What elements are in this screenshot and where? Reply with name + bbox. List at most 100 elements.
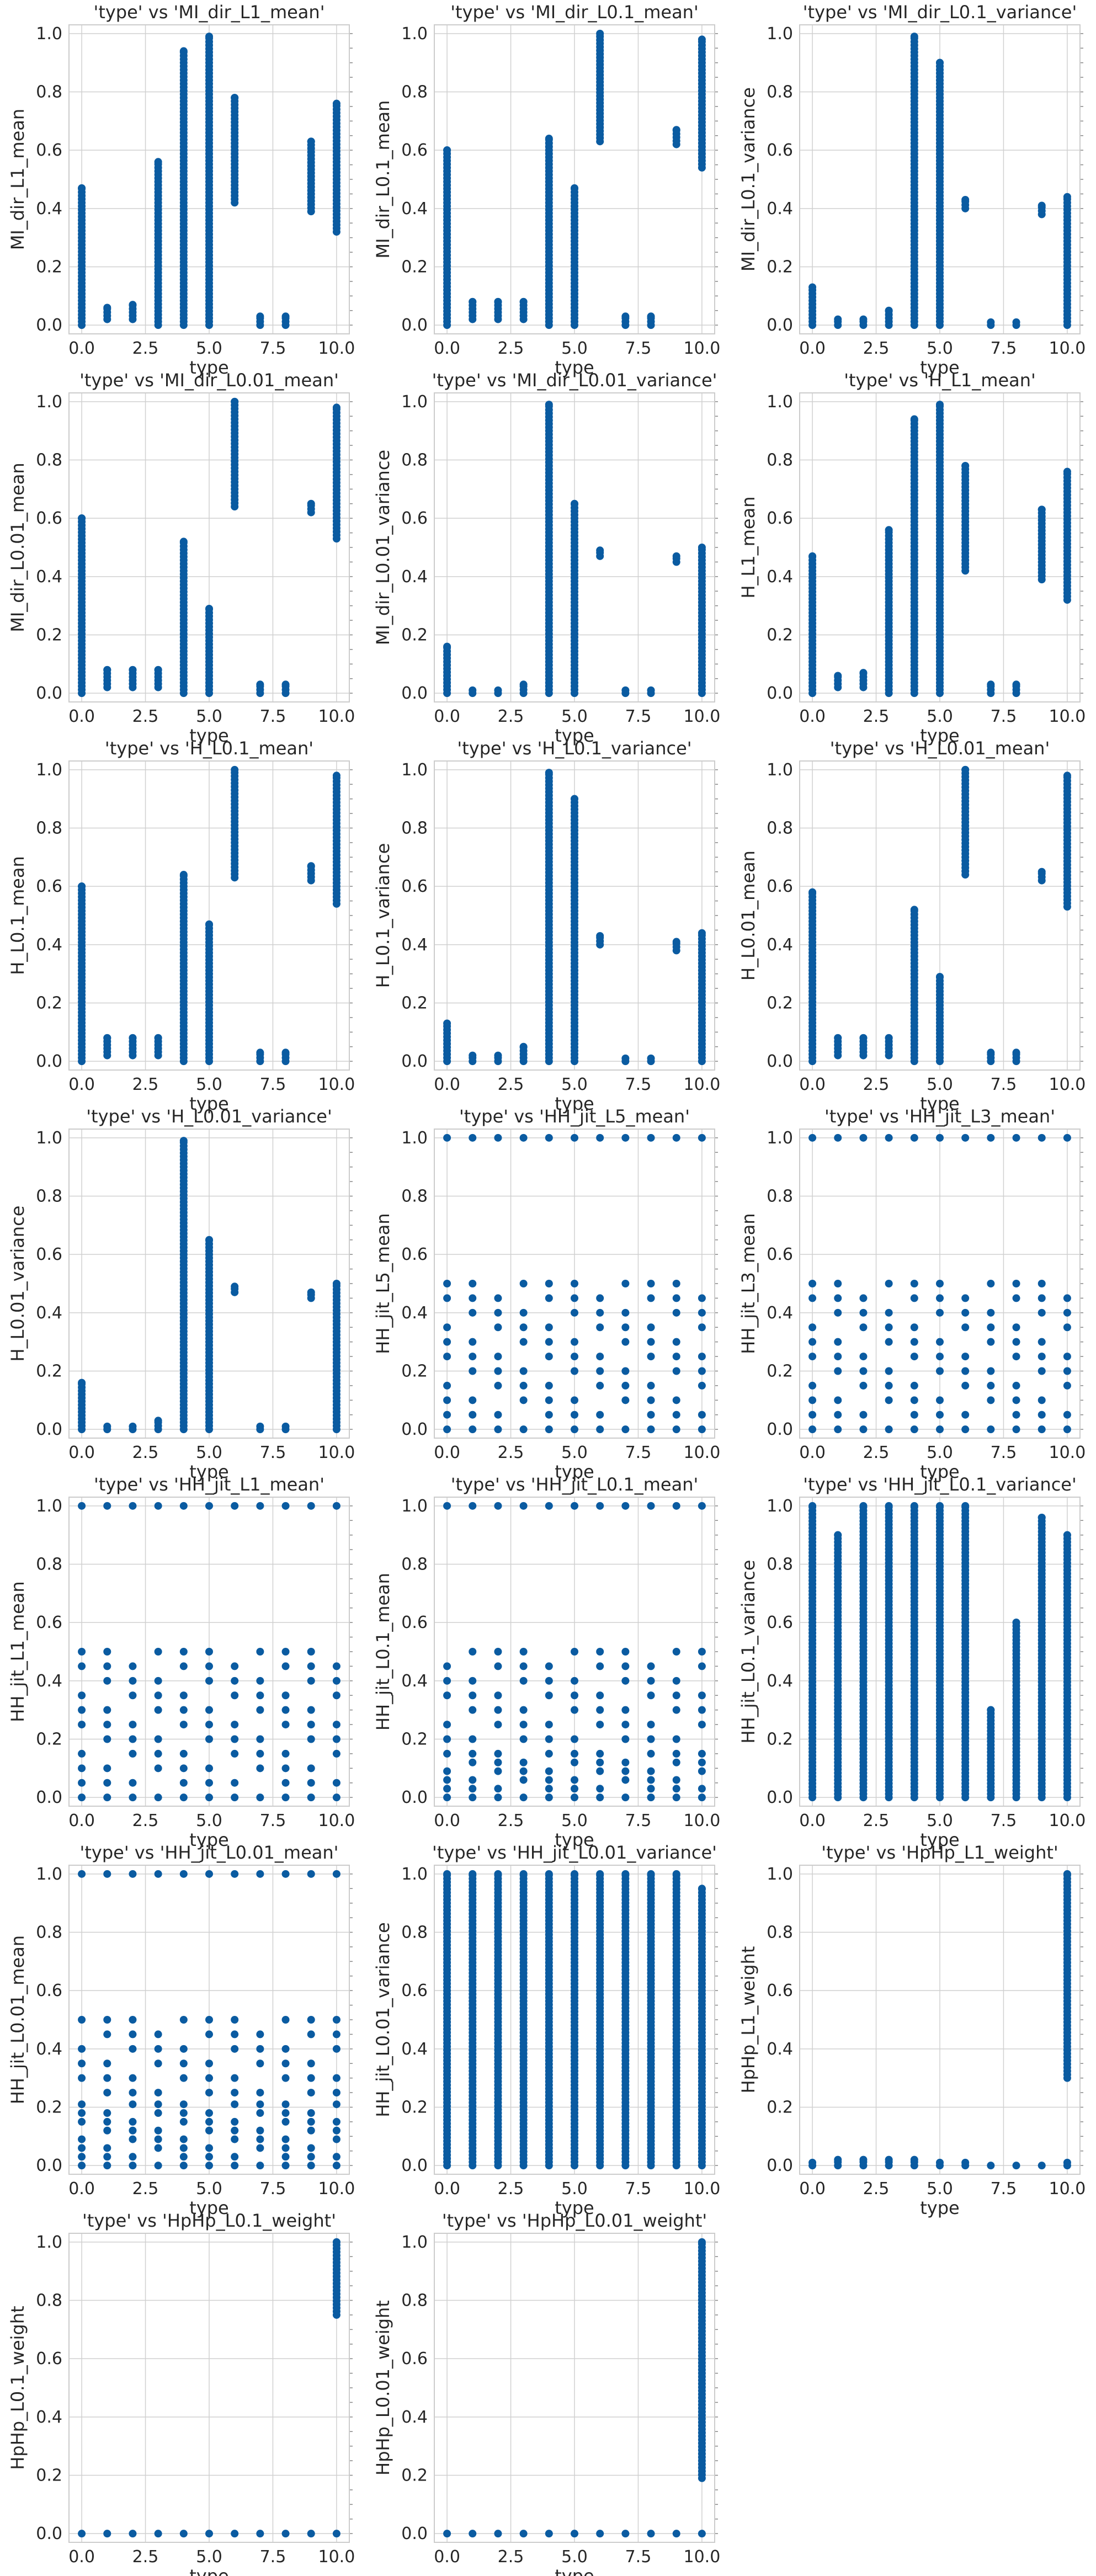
data-point [698,1502,706,1510]
data-point [307,2016,315,2024]
data-point [571,1691,578,1700]
data-point [885,526,893,534]
x-tick-label: 5.0 [561,1075,588,1094]
y-tick-label: 0.4 [36,567,62,587]
data-point [307,1779,315,1787]
data-point [647,1425,655,1434]
x-tick-label: 2.5 [863,707,890,726]
data-point [885,1396,893,1404]
data-point [129,2153,137,2161]
data-point [256,1648,264,1656]
data-point [571,1749,578,1758]
data-point [987,1367,995,1375]
data-point [205,920,213,928]
data-point [281,2045,290,2053]
data-point [494,1706,502,1714]
y-tick-label: 0.4 [401,567,428,587]
data-point [1038,1280,1046,1287]
data-point [154,1676,162,1685]
x-axis-label: type [920,357,959,378]
data-point [307,1502,315,1510]
data-point [596,1793,604,1802]
y-tick-label: 0.2 [36,257,62,276]
data-point [469,1758,477,1766]
data-point [78,1379,86,1387]
data-point [519,1706,528,1714]
y-axis-label: H_L0.1_mean [7,856,28,975]
y-tick-label: 1.0 [36,1129,62,1148]
y-tick-label: 0.8 [767,819,793,838]
data-point [332,2100,340,2109]
data-point [179,2144,188,2152]
x-tick-label: 5.0 [927,339,953,358]
data-point [519,1793,528,1802]
data-point [885,1133,893,1142]
data-point [834,1531,842,1539]
data-point [332,1735,340,1743]
data-point [78,1721,86,1729]
data-point [596,1785,604,1793]
data-point [698,1367,706,1375]
data-point [103,2126,111,2135]
data-point [231,2030,239,2039]
data-point [621,1721,630,1729]
data-point [78,1793,86,1802]
data-point [545,1411,553,1419]
data-point [647,312,655,321]
data-point [910,415,918,423]
data-point [647,1502,655,1510]
data-point [545,1425,553,1434]
x-tick-label: 10.0 [1049,1811,1086,1830]
data-point [859,1367,868,1375]
y-axis-label: MI_dir_L0.01_variance [373,450,393,645]
data-point [545,1502,553,1510]
data-point [885,1367,893,1375]
data-point [519,1396,528,1404]
data-point [596,1353,604,1361]
data-point [281,1691,290,1700]
y-tick-label: 1.0 [401,760,428,780]
data-point [205,1870,213,1878]
data-point [545,1381,553,1390]
data-point [307,137,315,146]
data-point [571,1425,578,1434]
y-tick-label: 0.0 [767,684,793,703]
data-point [231,1721,239,1729]
x-tick-label: 0.0 [434,707,460,726]
data-point [443,1776,451,1784]
data-point [443,1749,451,1758]
data-point [808,1280,817,1287]
data-point [78,1764,86,1773]
data-point [621,1280,630,1287]
data-point [1038,1353,1046,1361]
x-tick-label: 5.0 [196,1443,222,1462]
data-point [859,1133,868,1142]
data-point [231,1691,239,1700]
data-point [231,1735,239,1743]
data-point [103,2144,111,2152]
data-point [571,1776,578,1784]
data-point [698,1425,706,1434]
data-point [885,1502,893,1510]
data-point [987,1425,995,1434]
data-point [103,2016,111,2024]
subplot-3: 0.0 2.5 5.0 7.5 10.0 0.0 0.2 0.4 0.6 0.8 1.0 'type'… [738,2,1086,378]
data-point [961,1502,970,1510]
y-tick-label: 0.4 [767,935,793,955]
subplot-14: 0.0 2.5 5.0 7.5 10.0 0.0 0.2 0.4 0.6 0.8 1.0 'type'… [373,1474,720,1850]
data-point [936,972,944,981]
data-point [596,1767,604,1775]
data-point [494,1367,502,1375]
data-point [281,2016,290,2024]
y-tick-label: 0.2 [401,1729,428,1749]
data-point [205,2089,213,2097]
data-point [307,1288,315,1296]
data-point [332,2030,340,2039]
data-point [179,2074,188,2082]
data-point [910,1502,918,1510]
data-point [672,1648,680,1656]
data-point [256,2135,264,2143]
data-point [1063,1133,1071,1142]
x-tick-label: 10.0 [1049,1075,1086,1094]
data-point [834,1308,842,1317]
